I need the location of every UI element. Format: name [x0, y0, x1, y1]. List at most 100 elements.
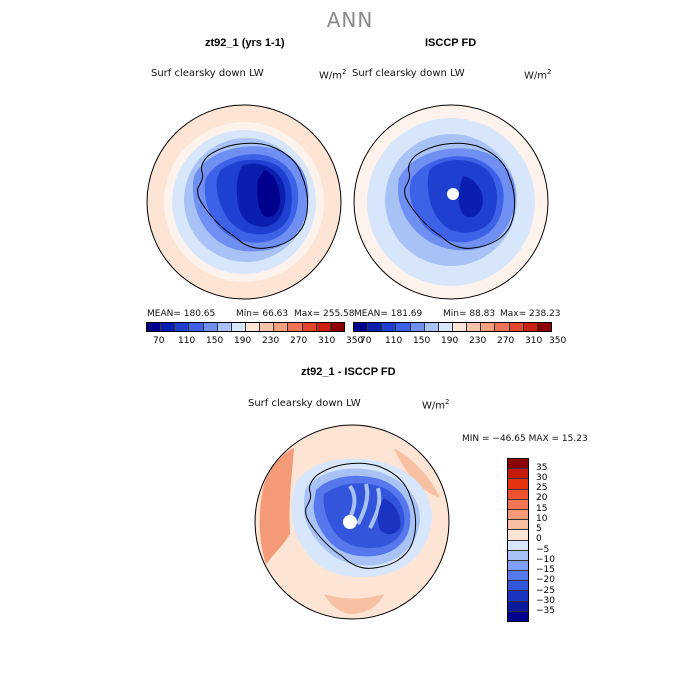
left-colorbar-swatch: [203, 323, 218, 331]
diff-cb-label: 15: [536, 504, 548, 514]
diff-cb-label: 5: [536, 524, 542, 534]
diff-cb-label: −35: [536, 606, 555, 616]
right-mean-stat: MEAN= 181.69: [354, 309, 423, 319]
diff-panel-title: zt92_1 - ISCCP FD: [301, 366, 396, 378]
diff-coastline: [305, 462, 417, 569]
left-cb-label: 350: [346, 336, 364, 346]
diff-cb-label: −25: [536, 586, 555, 596]
right-colorbar-swatch: [368, 323, 383, 331]
right-variable-label: Surf clearsky down LW: [352, 68, 465, 79]
left-min-stat: Min= 66.63: [236, 309, 289, 319]
right-cb-label: 350: [549, 336, 567, 346]
right-colorbar-swatch: [396, 323, 411, 331]
right-colorbar-swatch: [537, 323, 551, 331]
right-max-stat: Max= 238.23: [500, 309, 561, 319]
left-colorbar: [146, 322, 345, 332]
right-cb-label: 270: [497, 336, 515, 346]
left-cb-label: 270: [290, 336, 308, 346]
diff-cb-label: −15: [536, 565, 555, 575]
diff-variable-label: Surf clearsky down LW: [248, 398, 361, 409]
left-map-border: [146, 104, 342, 300]
diff-warm-region-ne: [394, 448, 440, 498]
left-polar-map: [146, 104, 342, 300]
diff-cb-label: 0: [536, 534, 542, 544]
diff-colorbar-swatch: [508, 611, 528, 621]
diff-map-border: [254, 424, 450, 620]
right-colorbar-swatch: [481, 323, 496, 331]
diff-colorbar-swatch: [508, 499, 528, 510]
left-cb-label: 70: [153, 336, 165, 346]
left-colorbar-labels: 70 110 150 190 230 270 310 350: [146, 336, 363, 348]
diff-warm-region-west: [259, 448, 294, 564]
left-cb-label: 110: [178, 336, 196, 346]
left-colorbar-swatch: [217, 323, 232, 331]
diff-colorbar-swatch: [508, 509, 528, 521]
diff-colorbar: [507, 458, 529, 622]
right-band-6: [458, 176, 483, 218]
left-colorbar-swatch: [147, 323, 162, 331]
diff-minmax-stat: MIN = −46.65 MAX = 15.23: [462, 434, 588, 444]
right-colorbar-swatch: [438, 323, 453, 331]
diff-cb-label: 10: [536, 514, 548, 524]
right-polar-map: [353, 104, 549, 300]
left-colorbar-swatch: [316, 323, 331, 331]
right-colorbar: [353, 322, 552, 332]
right-cb-label: 190: [441, 336, 459, 346]
diff-colorbar-swatch: [508, 540, 528, 551]
diff-colorbar-swatch: [508, 560, 528, 572]
right-colorbar-swatch: [410, 323, 425, 331]
left-colorbar-swatch: [231, 323, 246, 331]
right-colorbar-swatch: [354, 323, 369, 331]
diff-colorbar-swatch: [508, 581, 528, 592]
diff-colorbar-swatch: [508, 571, 528, 582]
right-colorbar-swatch: [523, 323, 538, 331]
left-cb-label: 150: [206, 336, 224, 346]
left-colorbar-swatch: [161, 323, 176, 331]
right-colorbar-swatch: [495, 323, 510, 331]
left-cb-label: 230: [262, 336, 280, 346]
left-colorbar-swatch: [330, 323, 344, 331]
right-colorbar-swatch: [382, 323, 397, 331]
diff-warm-region-south: [324, 594, 384, 614]
left-colorbar-swatches: [146, 322, 345, 332]
right-coastline: [404, 142, 516, 249]
diff-colorbar-swatch: [508, 479, 528, 490]
left-colorbar-swatch: [302, 323, 317, 331]
left-mean-stat: MEAN= 180.65: [147, 309, 216, 319]
right-map-border: [353, 104, 549, 300]
diff-band-5: [377, 498, 401, 535]
diff-colorbar-swatch: [508, 489, 528, 500]
diff-colorbar-swatch: [508, 550, 528, 561]
left-panel-title: zt92_1 (yrs 1-1): [205, 37, 285, 49]
diff-units-label: W/m2: [422, 398, 450, 412]
right-colorbar-swatches: [353, 322, 552, 332]
diff-cb-label: 35: [536, 463, 548, 473]
right-cb-label: 150: [413, 336, 431, 346]
diff-cb-label: 20: [536, 493, 548, 503]
diff-cb-label: −10: [536, 555, 555, 565]
left-max-stat: Max= 255.58: [294, 309, 355, 319]
left-cb-label: 310: [318, 336, 336, 346]
right-colorbar-labels: 70 110 150 190 230 270 310 350: [353, 336, 567, 348]
diff-colorbar-swatch: [508, 469, 528, 480]
diff-cb-label: −30: [536, 596, 555, 606]
right-min-stat: Min= 88.83: [443, 309, 496, 319]
figure-title: ANN: [326, 8, 374, 32]
diff-colorbar-swatch: [508, 520, 528, 531]
left-cb-label: 190: [234, 336, 252, 346]
right-colorbar-swatch: [424, 323, 439, 331]
diff-cb-label: 30: [536, 473, 548, 483]
left-colorbar-swatch: [274, 323, 289, 331]
right-panel-title: ISCCP FD: [425, 37, 477, 49]
left-colorbar-swatch: [260, 323, 275, 331]
left-units-label: W/m2: [319, 68, 347, 82]
left-variable-label: Surf clearsky down LW: [151, 68, 264, 79]
right-cb-label: 70: [360, 336, 372, 346]
diff-colorbar-swatch: [508, 530, 528, 541]
right-units-label: W/m2: [524, 68, 552, 82]
left-colorbar-swatch: [245, 323, 261, 331]
right-pole-hole: [447, 188, 459, 200]
left-coastline: [197, 142, 309, 249]
diff-cb-label: −20: [536, 575, 555, 585]
right-colorbar-swatch: [509, 323, 524, 331]
